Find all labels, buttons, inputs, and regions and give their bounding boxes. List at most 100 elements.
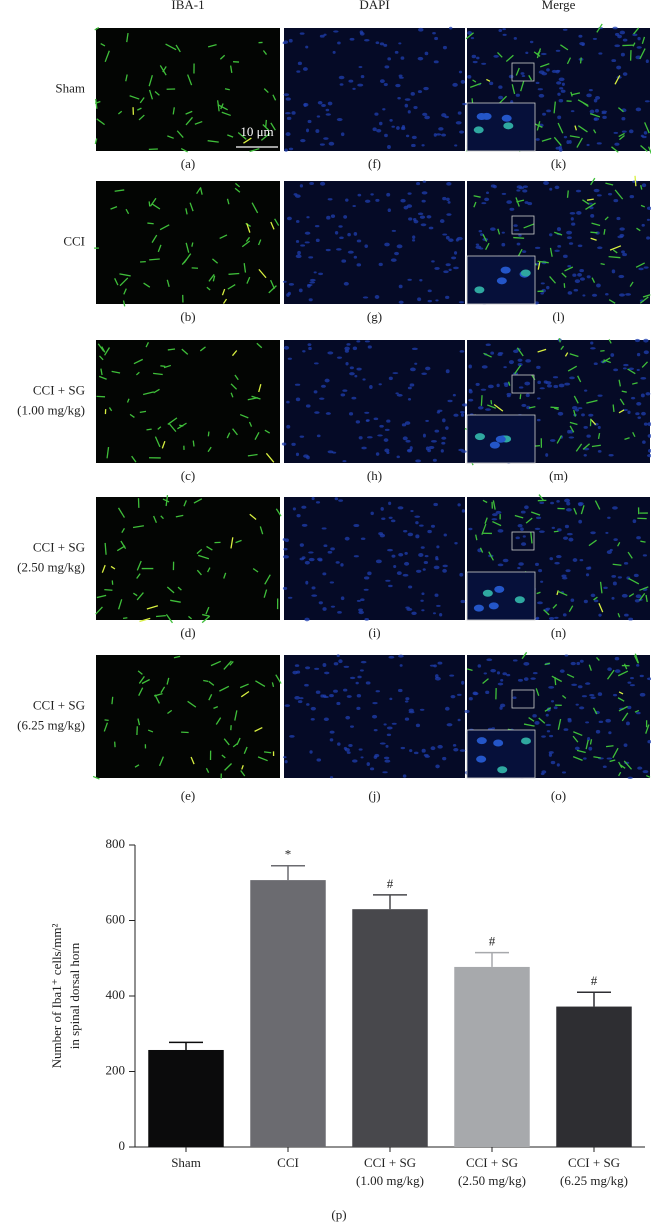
microglia bbox=[96, 118, 105, 126]
nucleus bbox=[309, 281, 316, 284]
microglia bbox=[258, 384, 262, 393]
nucleus bbox=[449, 674, 455, 677]
nucleus bbox=[381, 517, 386, 520]
inset bbox=[466, 571, 536, 621]
microglia bbox=[142, 391, 154, 396]
nucleus bbox=[306, 216, 310, 219]
nucleus bbox=[402, 436, 408, 441]
nucleus bbox=[355, 420, 361, 424]
panel-label: (g) bbox=[367, 309, 382, 324]
nucleus bbox=[361, 446, 367, 450]
nucleus bbox=[334, 230, 339, 235]
nucleus bbox=[635, 107, 642, 112]
bar bbox=[454, 966, 530, 1147]
nucleus bbox=[388, 376, 393, 381]
nucleus bbox=[557, 411, 564, 416]
microglia bbox=[121, 527, 125, 534]
nucleus bbox=[341, 259, 347, 263]
x-tick-label: Sham bbox=[171, 1155, 201, 1170]
microglia bbox=[126, 398, 130, 403]
microglia bbox=[263, 589, 268, 598]
significance-mark: # bbox=[591, 973, 598, 988]
nucleus bbox=[294, 696, 300, 700]
nucleus bbox=[628, 367, 635, 371]
nucleus bbox=[556, 81, 562, 85]
nucleus bbox=[504, 383, 509, 388]
nucleus bbox=[313, 271, 317, 274]
nucleus bbox=[359, 669, 364, 672]
microglia bbox=[231, 350, 238, 357]
nucleus bbox=[468, 697, 473, 701]
microglia bbox=[189, 202, 194, 212]
microglia bbox=[482, 499, 488, 504]
nucleus bbox=[409, 749, 413, 753]
microglia bbox=[566, 57, 572, 65]
inset-cell bbox=[473, 604, 484, 612]
microglia bbox=[618, 761, 623, 769]
microglia bbox=[609, 759, 616, 763]
nucleus bbox=[296, 670, 301, 674]
microglia bbox=[632, 42, 636, 47]
nucleus bbox=[545, 453, 549, 457]
nucleus bbox=[304, 666, 311, 670]
nucleus bbox=[356, 263, 362, 267]
microglia bbox=[181, 258, 187, 265]
microglia bbox=[611, 146, 619, 153]
nucleus bbox=[398, 76, 404, 79]
nucleus bbox=[327, 101, 333, 106]
nucleus bbox=[398, 552, 404, 557]
nucleus bbox=[316, 115, 321, 118]
nucleus bbox=[428, 226, 434, 230]
nucleus bbox=[394, 50, 399, 54]
nucleus bbox=[411, 239, 416, 242]
nucleus bbox=[477, 664, 482, 668]
microglia bbox=[270, 122, 276, 131]
nucleus bbox=[393, 564, 397, 569]
panel-label: (f) bbox=[368, 156, 381, 171]
microglia bbox=[221, 111, 231, 117]
nucleus bbox=[568, 537, 574, 542]
nucleus bbox=[568, 140, 572, 144]
microglia bbox=[114, 189, 125, 192]
microglia bbox=[133, 592, 138, 597]
nucleus bbox=[374, 112, 379, 116]
nucleus bbox=[546, 730, 551, 733]
microglia bbox=[646, 774, 651, 778]
microglia bbox=[207, 140, 219, 143]
microglia bbox=[193, 498, 203, 504]
nucleus bbox=[573, 288, 579, 292]
nucleus bbox=[419, 708, 425, 711]
nucleus bbox=[459, 572, 464, 577]
panel-label: (h) bbox=[367, 468, 382, 483]
nucleus bbox=[376, 128, 382, 133]
microglia bbox=[538, 494, 544, 501]
nucleus bbox=[383, 438, 389, 442]
nucleus bbox=[365, 681, 371, 685]
microglia bbox=[633, 27, 640, 35]
microglia bbox=[511, 84, 516, 95]
nucleus bbox=[356, 599, 361, 602]
nucleus bbox=[396, 455, 400, 459]
nucleus bbox=[577, 685, 583, 689]
nucleus bbox=[379, 533, 386, 538]
nucleus bbox=[529, 40, 534, 44]
nucleus bbox=[485, 408, 491, 411]
microglia bbox=[111, 696, 114, 705]
microglia bbox=[138, 114, 145, 121]
nucleus bbox=[641, 223, 645, 227]
nucleus bbox=[522, 185, 529, 189]
nucleus bbox=[295, 397, 301, 402]
nucleus bbox=[586, 143, 590, 147]
nucleus bbox=[607, 192, 613, 196]
microglia bbox=[104, 588, 113, 591]
nucleus bbox=[286, 216, 292, 221]
microglia bbox=[642, 294, 651, 298]
microglia bbox=[119, 277, 129, 287]
nucleus bbox=[575, 703, 579, 706]
microglia bbox=[538, 717, 546, 724]
nucleus bbox=[434, 593, 439, 597]
nucleus bbox=[585, 721, 590, 724]
nucleus bbox=[489, 81, 494, 86]
nucleus bbox=[408, 217, 413, 221]
microglia bbox=[122, 300, 126, 307]
